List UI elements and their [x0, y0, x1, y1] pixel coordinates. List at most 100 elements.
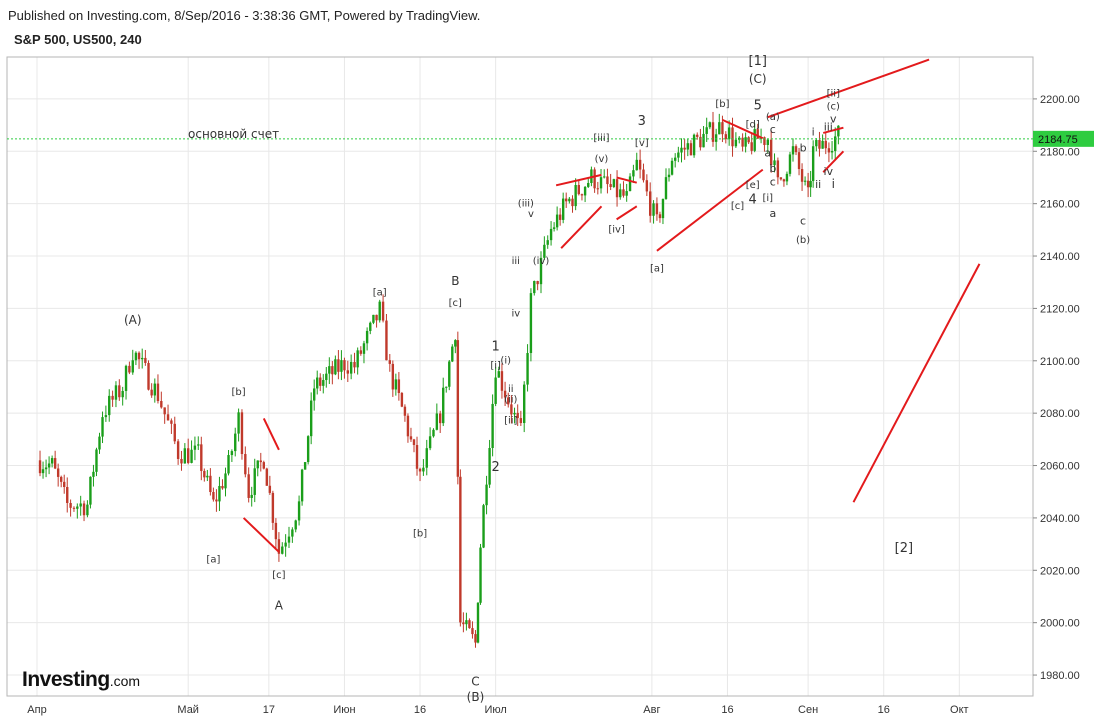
trendline — [852, 263, 981, 503]
candle-body — [809, 181, 812, 188]
wave-label: [iii] — [593, 133, 609, 144]
wave-label: (A) — [124, 313, 142, 327]
candle-body — [375, 314, 378, 321]
candle-body — [571, 198, 574, 207]
x-tick-label: Сен — [798, 704, 818, 716]
candle-body — [247, 474, 250, 498]
candle-body — [718, 122, 721, 135]
wave-label: (i) — [500, 355, 511, 366]
candle-body — [680, 147, 683, 153]
current-price-line: 2184.75 основной счет — [7, 127, 1094, 147]
candle-body — [47, 463, 51, 468]
candle-body — [500, 371, 504, 391]
candle-body — [596, 188, 600, 190]
current-price-badge — [1033, 130, 1094, 147]
candle-body — [442, 387, 445, 424]
wave-label: [v] — [635, 138, 649, 149]
candle-body — [451, 346, 454, 362]
logo-wordmark: Investing — [22, 668, 110, 691]
candle-body — [714, 134, 718, 142]
x-tick-label: Май — [177, 704, 199, 716]
candle-body — [79, 503, 82, 507]
candle-body — [250, 494, 253, 498]
candle-body — [526, 353, 529, 385]
candle-body — [587, 183, 590, 187]
candle-body — [331, 366, 334, 375]
y-tick-label: 2180.00 — [1040, 146, 1080, 158]
candle-body — [565, 198, 568, 202]
wave-label: [c] — [272, 570, 285, 581]
wave-label: [a] — [373, 287, 387, 298]
wave-label: c — [770, 175, 776, 188]
candle-body — [456, 340, 460, 477]
wave-label: [b] — [413, 528, 427, 539]
candle-body — [400, 393, 404, 407]
candle-body — [683, 147, 686, 150]
wave-label: ii — [508, 384, 514, 395]
candle-body — [479, 547, 482, 603]
wave-label: 3 — [638, 114, 646, 129]
candle-body — [418, 468, 422, 472]
candle-body — [747, 137, 750, 143]
candle-body — [800, 169, 804, 182]
candle-body — [230, 451, 234, 456]
candle-body — [259, 460, 262, 463]
candle-body — [69, 502, 72, 508]
candle-body — [294, 520, 297, 530]
candle-body — [381, 301, 385, 321]
chart-grid — [7, 57, 1033, 696]
candle-body — [180, 458, 183, 464]
candle-body — [297, 501, 301, 521]
wave-label: 5 — [754, 98, 762, 113]
candle-body — [378, 301, 381, 321]
wave-label: c — [800, 215, 806, 228]
candle-body — [494, 377, 497, 404]
candle-body — [549, 228, 553, 241]
candle-body — [753, 129, 756, 151]
candle-body — [834, 136, 837, 152]
candle-body — [76, 506, 79, 509]
candle-body — [193, 445, 197, 450]
wave-label: iv — [823, 165, 833, 178]
wave-label: 4 — [749, 193, 757, 208]
candle-body — [824, 140, 827, 149]
wave-label: 2 — [491, 460, 499, 475]
wave-label: a — [764, 147, 771, 160]
candle-body — [827, 148, 831, 153]
trendline — [560, 205, 603, 249]
candle-body — [234, 433, 237, 452]
trendline — [242, 517, 280, 553]
candle-body — [131, 360, 134, 373]
candle-body — [670, 160, 674, 175]
candle-body — [118, 385, 121, 398]
candle-body — [830, 151, 834, 153]
candle-body — [287, 536, 291, 543]
trendline-layer — [242, 58, 981, 553]
candle-body — [727, 127, 731, 140]
candle-body — [696, 134, 699, 137]
candle-body — [658, 214, 662, 219]
candle-body — [435, 413, 439, 430]
x-tick-label: 16 — [878, 704, 890, 716]
candle-body — [268, 485, 272, 493]
trendline — [822, 150, 845, 173]
candle-body — [170, 420, 173, 424]
wave-label: c — [770, 123, 776, 136]
candle-body — [385, 320, 388, 361]
candle-series — [38, 111, 840, 648]
candle-body — [734, 139, 738, 147]
candle-body — [337, 359, 340, 372]
trendline — [616, 176, 638, 184]
wave-label: [c] — [449, 298, 462, 309]
candle-body — [412, 439, 416, 445]
candle-body — [546, 240, 549, 245]
candle-body — [218, 485, 221, 502]
wave-label: iv — [511, 308, 520, 319]
candle-body — [583, 186, 587, 196]
candle-body — [176, 441, 180, 459]
wave-label: v — [830, 112, 837, 125]
candle-body — [661, 198, 665, 219]
candle-body — [791, 146, 795, 155]
candle-body — [612, 179, 616, 188]
candle-body — [66, 486, 69, 503]
